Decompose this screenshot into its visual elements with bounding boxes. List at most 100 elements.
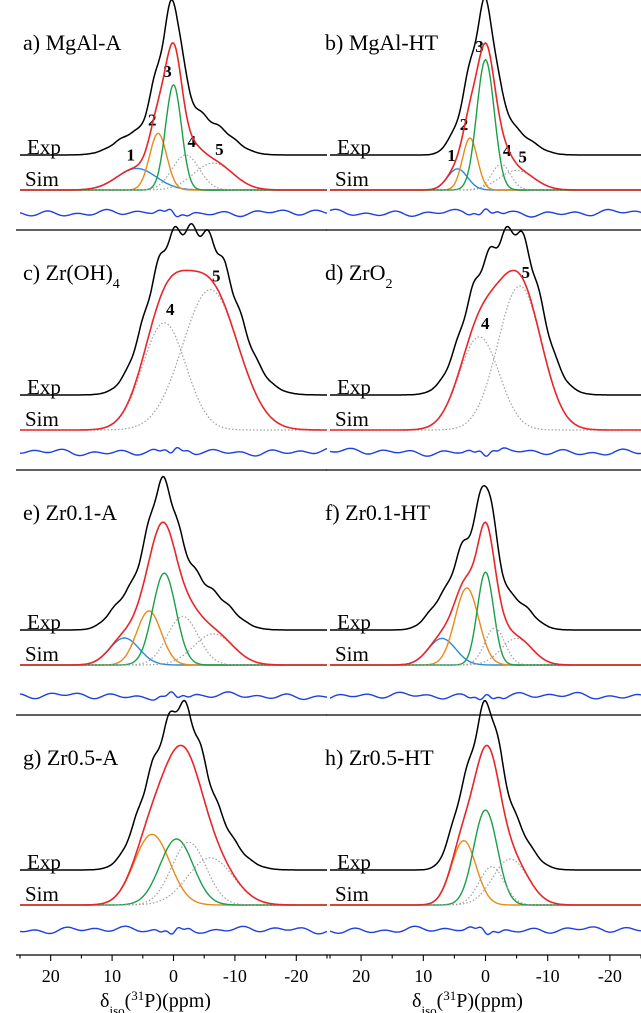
- sim-curve: [330, 42, 641, 191]
- sim-label: Sim: [25, 407, 59, 431]
- residual-curve: [329, 208, 641, 218]
- exp-curve: [20, 0, 327, 156]
- x-tick-label: 10: [103, 966, 121, 986]
- row-separators: [16, 229, 641, 716]
- component-curve-1: [20, 637, 327, 666]
- peak-label-5: 5: [518, 148, 527, 167]
- exp-label: Exp: [27, 135, 61, 159]
- exp-label: Exp: [337, 375, 371, 399]
- panel-f: f) Zr0.1-HT Exp Sim: [325, 484, 641, 701]
- residual-curve: [20, 446, 328, 457]
- component-curve-2: [330, 839, 641, 906]
- exp-label: Exp: [27, 610, 61, 634]
- component-curve-5: [330, 285, 641, 431]
- sim-curve: [330, 521, 641, 666]
- exp-label: Exp: [27, 375, 61, 399]
- x-tick-label: 20: [352, 966, 370, 986]
- residual-curve: [19, 925, 328, 935]
- residual-curve: [19, 208, 328, 218]
- sim-curve: [20, 744, 327, 906]
- x-tick-label: -10: [536, 966, 560, 986]
- sim-curve: [20, 521, 327, 666]
- sim-curve: [20, 42, 327, 191]
- residual-curve: [329, 447, 641, 457]
- panel-h: h) Zr0.5-HT Exp Sim: [325, 700, 641, 936]
- exp-label: Exp: [337, 850, 371, 874]
- sim-label: Sim: [335, 642, 369, 666]
- panel-title: f) Zr0.1-HT: [325, 500, 431, 525]
- sim-label: Sim: [335, 882, 369, 906]
- component-curve-4: [330, 336, 641, 431]
- residual-curve: [19, 691, 328, 701]
- panel-title: b) MgAl-HT: [325, 30, 439, 55]
- peak-label-5: 5: [521, 263, 530, 282]
- component-curve-4: [20, 322, 327, 431]
- panel-title: g) Zr0.5-A: [23, 745, 118, 770]
- panel-e: e) Zr0.1-A Exp Sim: [19, 475, 328, 701]
- x-tick-label: 20: [42, 966, 60, 986]
- x-tick-label: 0: [169, 966, 178, 986]
- panel-g: g) Zr0.5-A Exp Sim: [19, 699, 328, 935]
- x-tick-label: -20: [598, 966, 622, 986]
- exp-curve: [20, 222, 327, 396]
- sim-label: Sim: [335, 407, 369, 431]
- component-curve-4: [20, 154, 327, 191]
- peak-label-1: 1: [126, 145, 135, 164]
- peak-label-4: 4: [503, 141, 512, 160]
- sim-curve: [330, 744, 641, 906]
- exp-label: Exp: [337, 610, 371, 634]
- exp-curve: [20, 699, 327, 871]
- x-tick-label: 10: [414, 966, 432, 986]
- sim-label: Sim: [25, 642, 59, 666]
- exp-label: Exp: [27, 850, 61, 874]
- component-curve-4: [330, 163, 641, 191]
- peak-label-4: 4: [188, 132, 197, 151]
- panel-title: e) Zr0.1-A: [23, 500, 117, 525]
- x-axes: 20 10 0 -10 -20 δiso(31P)(ppm) 20 10 0 -10 -20 δiso…: [16, 954, 641, 1013]
- panel-title: h) Zr0.5-HT: [325, 745, 434, 770]
- peak-label-1: 1: [447, 146, 456, 165]
- exp-curve: [330, 0, 641, 156]
- exp-label: Exp: [337, 135, 371, 159]
- panel-c: 4 5 c) Zr(OH)4 Exp Sim: [20, 222, 328, 457]
- x-tick-label: -10: [223, 966, 247, 986]
- peak-label-5: 5: [212, 267, 221, 286]
- component-curve-2: [20, 132, 327, 191]
- exp-curve: [20, 475, 327, 631]
- x-axis-title: δiso(31P)(ppm): [100, 988, 211, 1013]
- component-curve-4: [330, 866, 641, 906]
- panel-d: 4 5 d) ZrO2 Exp Sim: [325, 225, 641, 457]
- x-axis-2: 20 10 0 -10 -20 δiso(31P)(ppm): [326, 954, 641, 1013]
- peak-label-2: 2: [148, 110, 157, 129]
- x-axis-title: δiso(31P)(ppm): [412, 988, 523, 1013]
- component-curve-3: [330, 571, 641, 666]
- component-curve-5: [330, 858, 641, 906]
- peak-label-4: 4: [166, 300, 175, 319]
- peak-label-2: 2: [460, 115, 469, 134]
- sim-label: Sim: [25, 882, 59, 906]
- x-tick-label: -20: [284, 966, 308, 986]
- peak-label-3: 3: [163, 62, 172, 81]
- component-curve-4: [20, 841, 327, 906]
- residual-curve: [329, 691, 641, 701]
- x-tick-label: 0: [481, 966, 490, 986]
- panel-a: 12 3 4 5 a) MgAl-A Exp Sim: [19, 0, 328, 218]
- component-curve-3: [20, 83, 327, 191]
- peak-label-4: 4: [481, 314, 490, 333]
- component-curve-5: [330, 169, 641, 191]
- sim-curve: [330, 269, 641, 431]
- exp-curve: [330, 700, 641, 871]
- component-curve-2: [330, 587, 641, 666]
- component-curve-3: [20, 572, 327, 666]
- exp-curve: [330, 225, 641, 396]
- component-curve-5: [20, 633, 327, 666]
- panel-title: a) MgAl-A: [23, 30, 121, 55]
- sim-label: Sim: [25, 167, 59, 191]
- panel-b: 12 3 4 5 b) MgAl-HT Exp Sim: [325, 0, 641, 218]
- residual-curve: [329, 925, 641, 936]
- peak-label-5: 5: [215, 140, 224, 159]
- component-curve-2: [330, 137, 641, 191]
- panel-title: c) Zr(OH)4: [23, 260, 120, 292]
